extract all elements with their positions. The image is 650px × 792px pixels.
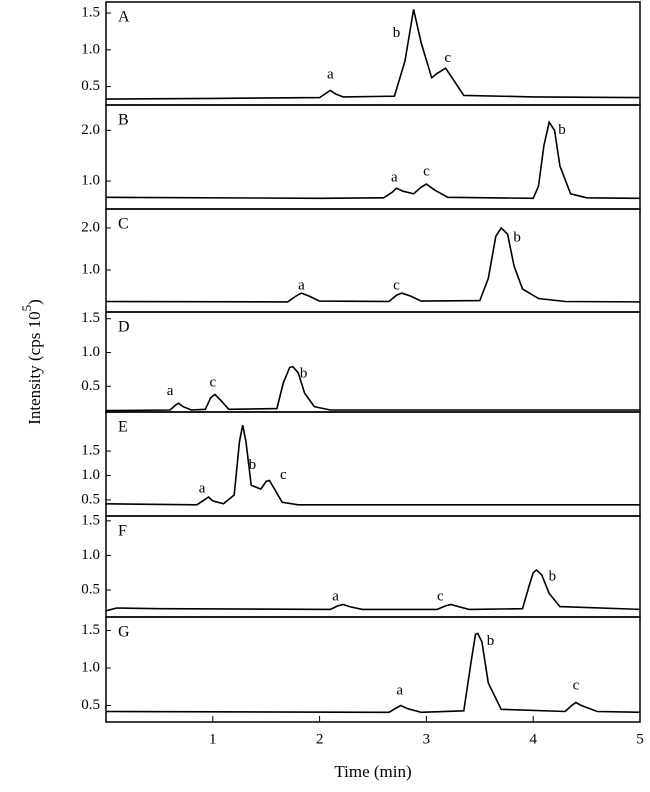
y-tick-label: 0.5 — [81, 78, 100, 94]
peak-label: a — [298, 277, 305, 293]
y-tick-label: 1.0 — [81, 547, 100, 563]
y-tick-label: 2.0 — [81, 122, 100, 138]
x-tick-label: 4 — [529, 731, 537, 747]
x-tick-label: 3 — [423, 731, 431, 747]
y-tick-label: 1.0 — [81, 261, 100, 277]
y-tick-label: 1.5 — [81, 4, 100, 20]
chromatogram-line — [105, 9, 641, 100]
peak-label: c — [444, 50, 451, 66]
panel-title: G — [118, 624, 130, 641]
chromatogram-line — [105, 365, 640, 412]
x-tick-label: 5 — [636, 731, 644, 747]
y-tick-label: 0.5 — [81, 581, 100, 597]
peak-label: c — [209, 374, 216, 390]
panel-title: A — [118, 9, 130, 26]
chromatogram-line — [105, 120, 641, 200]
y-tick-label: 1.0 — [81, 659, 100, 675]
panel-frame — [105, 311, 641, 413]
y-tick-label: 0.5 — [81, 491, 100, 507]
panel-title: E — [118, 419, 128, 436]
y-axis-label: Intensity (cps 105) — [19, 299, 43, 425]
peak-label: c — [573, 677, 580, 693]
chromatogram-line — [105, 632, 641, 714]
y-tick-label: 1.0 — [81, 467, 100, 483]
peak-label: a — [167, 383, 174, 399]
y-tick-label: 0.5 — [81, 378, 100, 394]
peak-label: b — [300, 366, 308, 382]
y-tick-label: 1.5 — [81, 310, 100, 326]
panel-frame — [105, 208, 641, 313]
panel-title: B — [118, 112, 129, 129]
y-tick-label: 1.5 — [81, 622, 100, 638]
y-tick-label: 0.5 — [81, 697, 100, 713]
chromatogram-line — [105, 425, 640, 506]
x-axis-label: Time (min) — [334, 762, 411, 781]
peak-label: b — [393, 25, 401, 41]
y-tick-label: 1.0 — [81, 173, 100, 189]
panel-frame — [105, 411, 641, 517]
peak-label: c — [393, 277, 400, 293]
y-tick-label: 1.5 — [81, 512, 100, 528]
peak-label: a — [391, 169, 398, 185]
x-tick-label: 1 — [209, 731, 217, 747]
peak-label: a — [332, 588, 339, 604]
peak-label: b — [558, 122, 566, 138]
peak-label: a — [327, 66, 334, 82]
panel-title: D — [118, 319, 130, 336]
peak-label: b — [487, 633, 495, 649]
y-tick-label: 1.5 — [81, 442, 100, 458]
y-axis-label-text: Intensity (cps 10 — [25, 311, 44, 424]
peak-label: a — [396, 683, 403, 699]
y-axis-label-close: ) — [25, 299, 44, 305]
panel-frame — [105, 104, 641, 210]
y-tick-label: 2.0 — [81, 219, 100, 235]
peak-label: a — [199, 481, 206, 497]
peak-label: b — [513, 229, 521, 245]
y-axis-label-exponent: 5 — [19, 305, 34, 312]
y-tick-label: 1.0 — [81, 41, 100, 57]
x-tick-label: 2 — [316, 731, 324, 747]
chromatogram-line — [105, 226, 641, 303]
peak-label: c — [280, 467, 287, 483]
panel-frame — [105, 1, 641, 106]
panel-title: C — [118, 216, 129, 233]
chromatogram-line — [105, 568, 641, 612]
peak-label: c — [423, 163, 430, 179]
peak-label: b — [249, 457, 257, 473]
panel-title: F — [118, 523, 127, 540]
peak-label: b — [549, 568, 557, 584]
panel-frame — [105, 616, 641, 723]
panel-frame — [105, 515, 641, 618]
peak-label: c — [437, 588, 444, 604]
y-tick-label: 1.0 — [81, 344, 100, 360]
